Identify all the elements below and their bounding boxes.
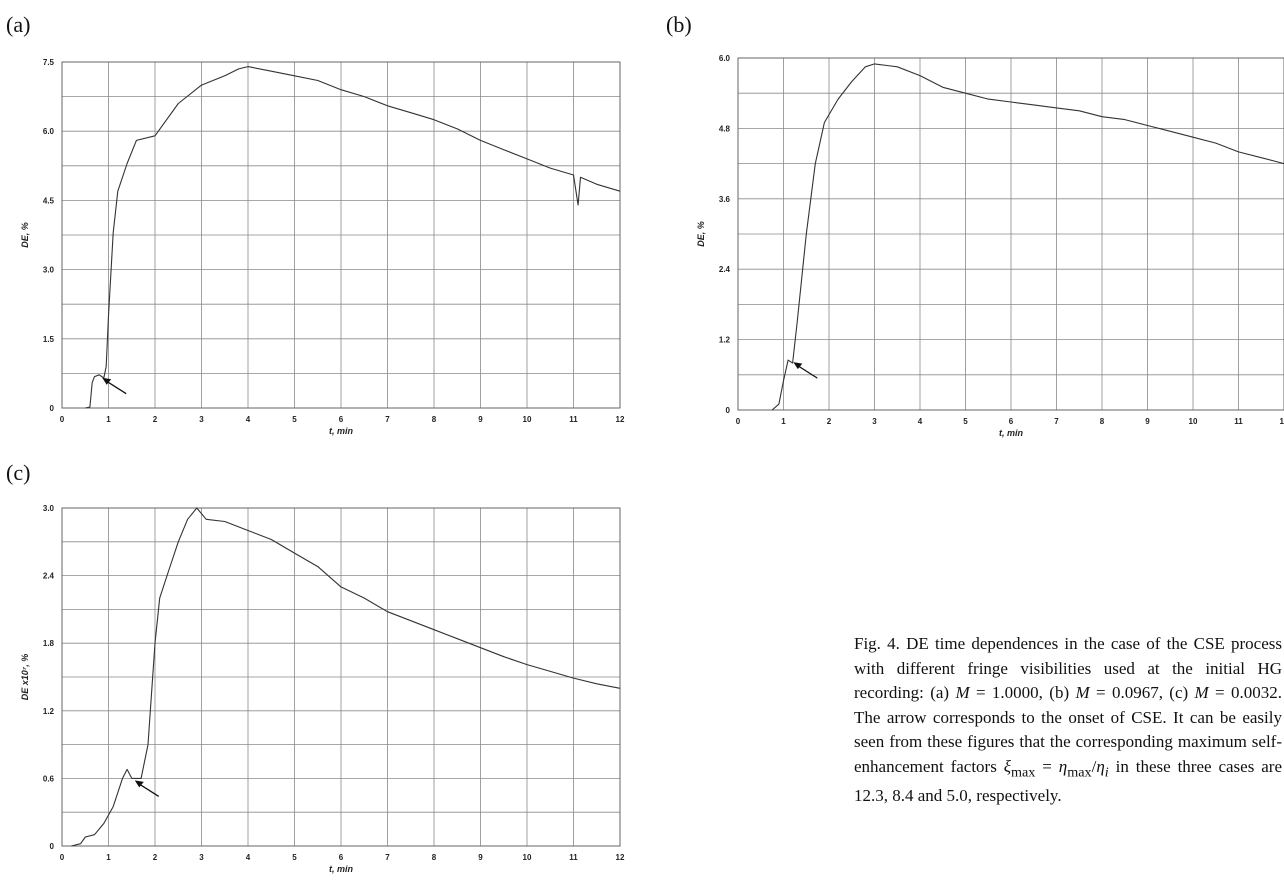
- y-tick-label: 2.4: [43, 572, 55, 581]
- y-tick-label: 1.5: [43, 335, 55, 344]
- y-tick-label: 0.6: [43, 774, 55, 783]
- y-tick-label: 6.0: [43, 127, 55, 136]
- x-tick-label: 6: [339, 415, 344, 424]
- y-axis-label: DE x10⁷, %: [20, 654, 30, 700]
- x-axis-label: t, min: [329, 426, 354, 436]
- plot-frame: [737, 57, 1284, 411]
- y-tick-label: 6.0: [719, 54, 731, 63]
- x-tick-label: 9: [1145, 417, 1150, 426]
- onset-arrow: [134, 780, 160, 797]
- onset-arrow: [102, 377, 127, 395]
- x-tick-label: 3: [872, 417, 877, 426]
- y-tick-label: 3.0: [43, 504, 55, 513]
- x-tick-label: 8: [432, 853, 437, 862]
- y-tick-label: 0: [50, 404, 55, 413]
- x-tick-label: 10: [523, 853, 532, 862]
- x-tick-label: 0: [60, 415, 65, 424]
- figure-caption: Fig. 4. DE time dependences in the case …: [854, 634, 1283, 806]
- y-tick-label: 4.8: [719, 124, 731, 133]
- series-line: [771, 63, 1284, 411]
- x-tick-label: 4: [246, 415, 251, 424]
- y-tick-label: 1.8: [43, 639, 55, 648]
- y-tick-label: 1.2: [719, 336, 731, 345]
- x-tick-label: 12: [1280, 417, 1284, 426]
- x-axis-label: t, min: [329, 864, 354, 874]
- onset-arrow: [793, 362, 818, 379]
- y-tick-label: 3.0: [43, 266, 55, 275]
- x-tick-label: 10: [1189, 417, 1198, 426]
- x-tick-label: 8: [432, 415, 437, 424]
- y-tick-label: 7.5: [43, 58, 55, 67]
- x-tick-label: 6: [339, 853, 344, 862]
- x-tick-label: 5: [963, 417, 968, 426]
- x-tick-label: 1: [106, 415, 111, 424]
- x-tick-label: 12: [616, 415, 625, 424]
- series-line: [85, 66, 621, 409]
- x-tick-label: 3: [199, 853, 204, 862]
- x-tick-label: 2: [827, 417, 832, 426]
- x-tick-label: 0: [60, 853, 65, 862]
- panel-label-a: (a): [6, 12, 31, 37]
- x-tick-label: 7: [385, 853, 390, 862]
- x-tick-label: 3: [199, 415, 204, 424]
- x-axis-label: t, min: [999, 428, 1024, 438]
- series-line: [71, 507, 621, 847]
- x-tick-label: 5: [292, 853, 297, 862]
- y-axis-label: DE, %: [20, 222, 30, 248]
- y-tick-label: 0: [726, 406, 731, 415]
- x-tick-label: 1: [106, 853, 111, 862]
- x-tick-label: 0: [736, 417, 741, 426]
- y-tick-label: 1.2: [43, 707, 55, 716]
- x-tick-label: 2: [153, 415, 158, 424]
- x-tick-label: 9: [478, 853, 483, 862]
- x-tick-label: 5: [292, 415, 297, 424]
- x-tick-label: 11: [569, 415, 578, 424]
- x-tick-label: 9: [478, 415, 483, 424]
- plot-frame: [61, 507, 621, 847]
- x-tick-label: 4: [246, 853, 251, 862]
- y-tick-label: 4.5: [43, 196, 55, 205]
- x-tick-label: 12: [616, 853, 625, 862]
- panel-label-c: (c): [6, 460, 31, 485]
- x-tick-label: 6: [1009, 417, 1014, 426]
- y-axis-label: DE, %: [696, 221, 706, 247]
- x-tick-label: 1: [781, 417, 786, 426]
- y-tick-label: 3.6: [719, 195, 731, 204]
- x-tick-label: 7: [385, 415, 390, 424]
- plot-frame: [61, 61, 621, 409]
- y-tick-label: 2.4: [719, 265, 731, 274]
- x-tick-label: 10: [523, 415, 532, 424]
- x-tick-label: 11: [569, 853, 578, 862]
- x-tick-label: 7: [1054, 417, 1059, 426]
- x-tick-label: 8: [1100, 417, 1105, 426]
- x-tick-label: 11: [1234, 417, 1243, 426]
- x-tick-label: 4: [918, 417, 923, 426]
- y-tick-label: 0: [50, 842, 55, 851]
- x-tick-label: 2: [153, 853, 158, 862]
- panel-label-b: (b): [666, 12, 692, 37]
